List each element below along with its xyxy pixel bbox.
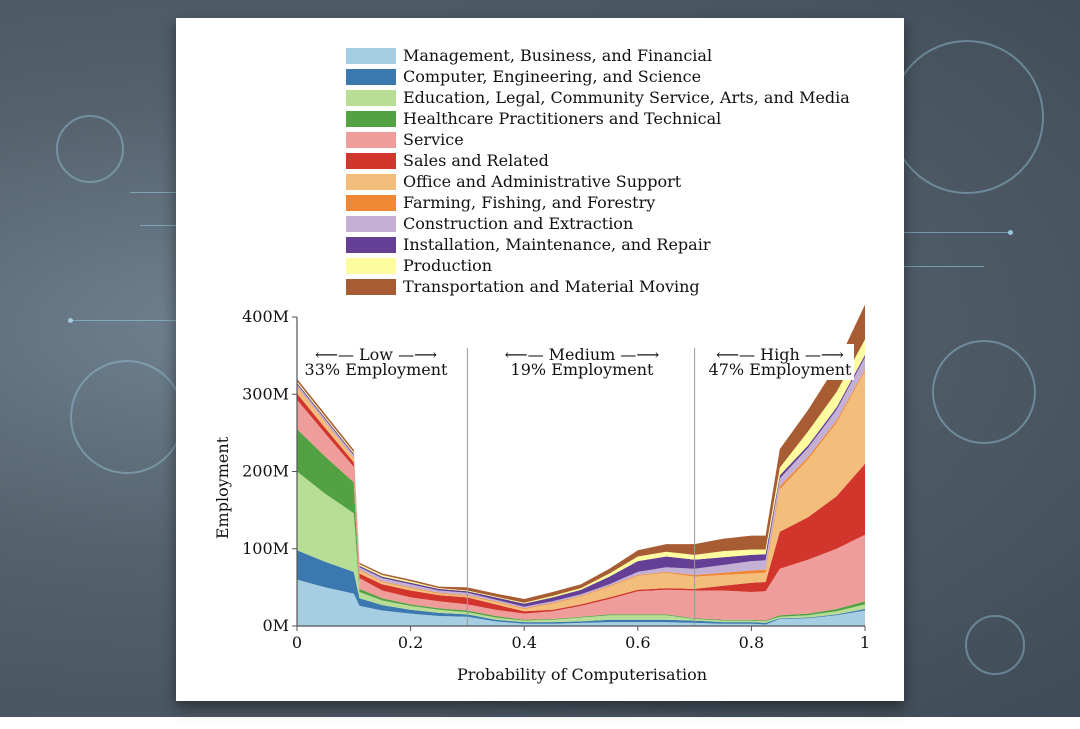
head-circle-decoration [890, 40, 1044, 194]
legend-swatch [346, 194, 396, 211]
legend-swatch [346, 257, 396, 274]
region-low-label: ⟵— Low —⟶ [315, 345, 437, 364]
robot-arm-circle-decoration [70, 360, 184, 474]
region-high-share: 47% Employment [709, 360, 852, 379]
legend-swatch [346, 236, 396, 253]
y-tick-label: 0M [262, 616, 289, 635]
stacked-area-chart: 0 0.2 0.4 0.6 0.8 1 0M 100M 200M 300M 400M ⟵— Low … [213, 304, 870, 684]
circuit-line [904, 232, 1010, 233]
legend-label: Computer, Engineering, and Science [403, 67, 702, 86]
x-tick-label: 0.4 [511, 633, 536, 652]
legend-item: Production [346, 255, 850, 276]
legend-item: Sales and Related [346, 150, 850, 171]
legend-item: Farming, Fishing, and Forestry [346, 192, 850, 213]
area-series-4 [297, 399, 865, 621]
y-tick-label: 100M [242, 539, 289, 558]
legend-label: Construction and Extraction [403, 214, 634, 233]
legend-item: Service [346, 129, 850, 150]
legend-label: Service [403, 130, 464, 149]
legend-swatch [346, 68, 396, 85]
x-tick-label: 0.8 [739, 633, 764, 652]
circuit-node [1008, 230, 1013, 235]
x-tick-label: 0 [292, 633, 302, 652]
legend-swatch [346, 110, 396, 127]
bottom-strip [0, 717, 1080, 729]
legend-swatch [346, 215, 396, 232]
legend-item: Computer, Engineering, and Science [346, 66, 850, 87]
y-tick-label: 400M [242, 307, 289, 326]
legend-swatch [346, 131, 396, 148]
legend-label: Farming, Fishing, and Forestry [403, 193, 656, 212]
region-medium-label: ⟵— Medium —⟶ [505, 345, 660, 364]
legend-label: Healthcare Practitioners and Technical [403, 109, 722, 128]
legend-item: Education, Legal, Community Service, Art… [346, 87, 850, 108]
gears-circle-decoration [932, 340, 1036, 444]
legend-swatch [346, 47, 396, 64]
axes: 0 0.2 0.4 0.6 0.8 1 0M 100M 200M 300M 400M [242, 307, 870, 652]
chart-card: Management, Business, and Financial Compu… [176, 18, 904, 701]
legend-item: Installation, Maintenance, and Repair [346, 234, 850, 255]
legend-label: Transportation and Material Moving [403, 277, 700, 296]
y-axis-label: Employment [213, 436, 232, 539]
circuit-line [130, 192, 176, 193]
x-axis-label: Probability of Computerisation [457, 665, 707, 684]
circuit-line [904, 266, 984, 267]
legend-item: Management, Business, and Financial [346, 45, 850, 66]
legend-swatch [346, 173, 396, 190]
cloud-circle-decoration [56, 115, 124, 183]
legend-label: Management, Business, and Financial [403, 46, 713, 65]
legend-item: Office and Administrative Support [346, 171, 850, 192]
y-tick-label: 200M [242, 462, 289, 481]
area-series-0 [297, 579, 865, 626]
legend-swatch [346, 89, 396, 106]
legend-label: Production [403, 256, 493, 275]
region-high-label: ⟵— High —⟶ [716, 345, 844, 364]
circuit-node [68, 318, 73, 323]
legend-item: Construction and Extraction [346, 213, 850, 234]
region-low-share: 33% Employment [305, 360, 448, 379]
circuit-line [140, 225, 176, 226]
x-tick-label: 0.6 [625, 633, 650, 652]
area-layers [297, 304, 865, 626]
region-high-label-bg [706, 344, 854, 380]
y-tick-label: 300M [242, 384, 289, 403]
legend-swatch [346, 152, 396, 169]
legend-swatch [346, 278, 396, 295]
legend-label: Education, Legal, Community Service, Art… [403, 88, 850, 107]
x-tick-label: 0.2 [398, 633, 423, 652]
region-medium-share: 19% Employment [511, 360, 654, 379]
circuit-line [70, 320, 176, 321]
legend-item: Transportation and Material Moving [346, 276, 850, 297]
legend-label: Installation, Maintenance, and Repair [403, 235, 711, 254]
legend: Management, Business, and Financial Compu… [346, 45, 850, 297]
x-tick-label: 1 [860, 633, 870, 652]
legend-label: Sales and Related [403, 151, 549, 170]
magnifier-circle-decoration [965, 615, 1025, 675]
legend-label: Office and Administrative Support [403, 172, 682, 191]
legend-item: Healthcare Practitioners and Technical [346, 108, 850, 129]
